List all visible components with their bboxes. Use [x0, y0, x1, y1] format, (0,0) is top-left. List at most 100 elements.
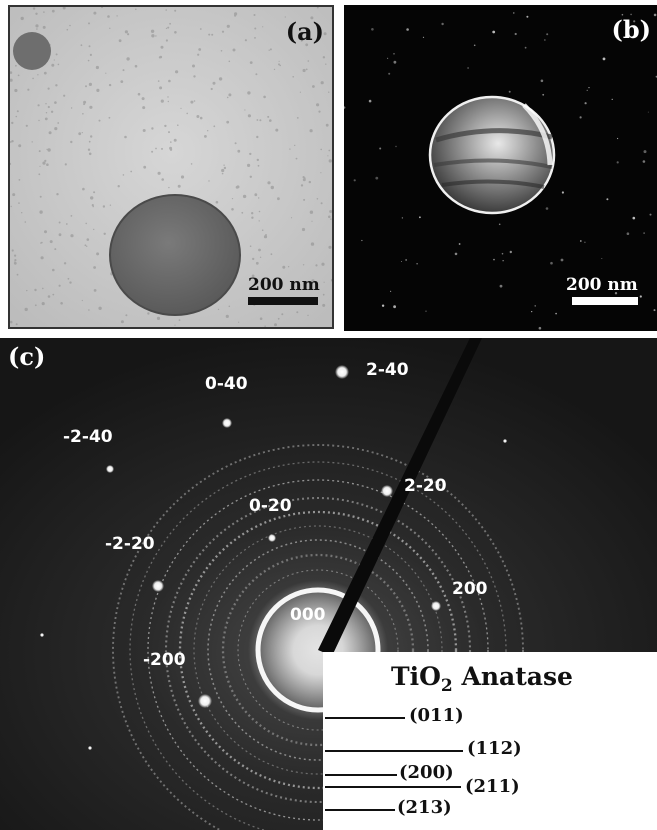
- grain-dot: [44, 117, 48, 121]
- speckle-dot: [540, 79, 544, 83]
- grain-dot: [234, 14, 237, 17]
- speckle-dot: [616, 161, 619, 164]
- grain-dot: [96, 252, 100, 256]
- grain-dot: [142, 129, 146, 132]
- ring-line-213: [325, 809, 395, 811]
- grain-dot: [42, 25, 46, 29]
- grain-dot: [95, 65, 99, 70]
- ring-label-213: (213): [397, 797, 452, 818]
- grain-dot: [310, 242, 315, 246]
- speckle-dot: [405, 259, 407, 261]
- grain-dot: [165, 9, 167, 11]
- grain-dot: [305, 43, 309, 47]
- speckle-dot: [653, 309, 656, 312]
- grain-dot: [126, 57, 130, 61]
- speckle-dot: [499, 284, 503, 288]
- grain-dot: [32, 77, 34, 80]
- grain-dot: [26, 289, 28, 292]
- speckle-dot: [425, 310, 427, 312]
- grain-dot: [90, 196, 94, 200]
- speckle-dot: [390, 290, 392, 292]
- speckle-dot: [498, 223, 501, 226]
- grain-dot: [17, 74, 20, 77]
- speckle-dot: [542, 93, 545, 96]
- ring-line-011: [325, 717, 405, 719]
- grain-dot: [51, 9, 55, 13]
- grain-dot: [90, 135, 93, 138]
- diffraction-ring: [221, 553, 415, 747]
- speckle-dot: [630, 13, 632, 16]
- grain-dot: [18, 144, 22, 148]
- grain-dot: [88, 82, 92, 86]
- speckle-dot: [387, 57, 389, 59]
- grain-dot: [300, 184, 304, 187]
- grain-dot: [328, 159, 332, 163]
- spot-label-2-20: 2-20: [404, 476, 447, 496]
- grain-dot: [54, 101, 57, 104]
- grain-dot: [159, 86, 163, 90]
- grain-dot: [228, 93, 232, 97]
- grain-dot: [254, 27, 257, 30]
- grain-dot: [63, 262, 67, 265]
- grain-dot: [323, 32, 327, 36]
- grain-dot: [328, 91, 330, 93]
- grain-dot: [40, 241, 43, 244]
- panel-a-bright-field: (a) 200 nm: [8, 5, 334, 329]
- diffraction-ring: [178, 510, 458, 790]
- grain-dot: [84, 244, 87, 247]
- grain-dot: [263, 95, 266, 99]
- spot-label-2-40: 2-40: [366, 360, 409, 380]
- grain-dot: [325, 123, 329, 127]
- speckle-dot: [561, 191, 564, 194]
- diffraction-ring: [207, 539, 429, 761]
- grain-dot: [238, 321, 240, 323]
- grain-dot: [16, 110, 19, 113]
- speckle-dot: [361, 239, 363, 242]
- grain-dot: [98, 119, 101, 122]
- grain-dot: [228, 305, 231, 308]
- grain-dot: [37, 74, 39, 76]
- ring-label-011: (011): [409, 705, 464, 726]
- grain-dot: [322, 293, 325, 296]
- grain-dot: [124, 30, 128, 34]
- diffraction-ring: [193, 525, 443, 775]
- grain-dot: [177, 184, 181, 188]
- grain-dot: [87, 59, 90, 62]
- grain-dot: [333, 11, 334, 12]
- grain-dot: [303, 198, 306, 201]
- speckle-dot: [393, 305, 396, 309]
- grain-dot: [39, 165, 41, 167]
- ring-line-211: [325, 786, 461, 788]
- speckle-dot: [492, 30, 496, 34]
- grain-dot: [320, 148, 323, 151]
- speckle-dot: [579, 240, 582, 242]
- grain-dot: [197, 53, 200, 56]
- grain-dot: [55, 53, 58, 56]
- grain-dot: [275, 128, 279, 132]
- grain-dot: [330, 278, 332, 282]
- grain-dot: [93, 191, 96, 194]
- speckle-dot: [614, 292, 618, 295]
- grain-dot: [18, 202, 20, 204]
- grain-dot: [54, 248, 57, 251]
- grain-dot: [92, 205, 94, 208]
- grain-dot: [155, 147, 157, 150]
- speckle-dot: [467, 67, 469, 69]
- speckle-dot: [611, 98, 613, 100]
- grain-dot: [294, 144, 296, 147]
- grain-dot: [38, 173, 41, 176]
- grain-dot: [63, 94, 66, 97]
- grain-dot: [180, 107, 182, 109]
- grain-dot: [305, 68, 308, 71]
- speckle-dot: [458, 243, 461, 245]
- grain-dot: [36, 28, 38, 30]
- grain-dot: [309, 129, 313, 133]
- grain-dot: [208, 180, 210, 182]
- grain-dot: [46, 148, 48, 150]
- grain-dot: [302, 68, 306, 73]
- grain-dot: [174, 31, 177, 34]
- grain-dot: [50, 110, 54, 114]
- grain-dot: [15, 64, 17, 67]
- speckle-dot: [584, 102, 587, 105]
- grain-dot: [47, 87, 50, 90]
